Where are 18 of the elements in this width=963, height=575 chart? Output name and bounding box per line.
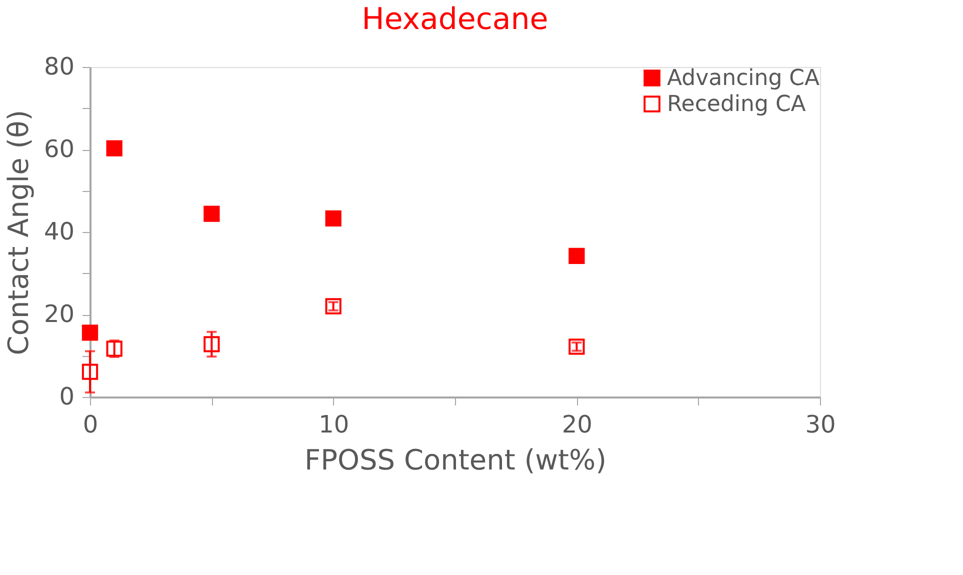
y-tick-label: 20	[44, 300, 74, 328]
y-tick-label: 60	[44, 135, 74, 163]
point	[325, 210, 342, 226]
legend-label: Receding CA	[667, 92, 806, 117]
x-tick-label: 10	[318, 410, 350, 438]
chart-title: Hexadecane	[362, 2, 548, 37]
x-tick-label: 20	[562, 410, 592, 438]
point	[106, 140, 122, 156]
y-tick-label: 80	[44, 52, 74, 80]
legend-label: Advancing CA	[667, 66, 820, 91]
x-tick-label: 30	[805, 410, 836, 438]
point	[568, 248, 585, 264]
y-axis-title: Contact Angle (θ)	[2, 110, 35, 356]
y-tick-label: 0	[59, 382, 74, 410]
x-tick-label: 0	[82, 410, 98, 438]
y-tick-label: 40	[44, 218, 74, 246]
x-axis-title: FPOSS Content (wt%)	[304, 444, 607, 476]
point	[82, 324, 98, 341]
